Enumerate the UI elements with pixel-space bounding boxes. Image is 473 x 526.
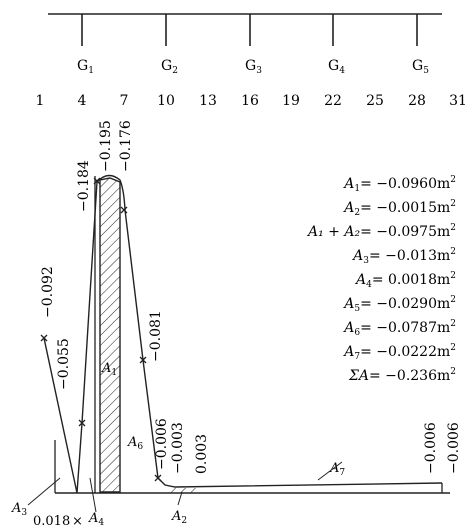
area-a1-hatch: [99, 177, 121, 493]
girder-label-g4: G4: [328, 58, 345, 76]
station-number: 13: [199, 93, 217, 109]
ordinate-value: −0.006: [154, 418, 170, 470]
result-a1-plus-a2: A₁ + A₂= −0.0975m2: [306, 223, 456, 240]
result-a3: A3= −0.013m2: [351, 247, 456, 266]
ordinate-value: −0.176: [118, 120, 134, 172]
girder-label-g5: G5: [412, 58, 429, 76]
station-number: 22: [324, 93, 342, 109]
ordinate-value: −0.006: [423, 422, 439, 474]
ordinate-value: −0.195: [98, 120, 114, 172]
area-results: A1= −0.0960m2 A2= −0.0015m2 A₁ + A₂= −0.…: [306, 175, 456, 384]
station-number: 1: [36, 93, 45, 109]
marker-cross: [93, 177, 101, 185]
area-label-a7: A7: [329, 461, 345, 478]
result-a4: A4= 0.0018m2: [354, 271, 456, 290]
marker-cross: [154, 474, 162, 482]
leader-a3: [27, 477, 61, 506]
ordinate-value: −0.092: [40, 266, 56, 318]
area-a2-hatch: [168, 488, 200, 493]
area-label-a4: A4: [88, 511, 104, 526]
leader-lines: [27, 461, 343, 513]
station-number: 25: [366, 93, 384, 109]
station-number: 7: [120, 93, 129, 109]
station-number: 28: [408, 93, 426, 109]
ordinate-value: 0.018: [33, 514, 70, 526]
girder-label-g3: G3: [245, 58, 262, 76]
area-label-a6: A6: [127, 435, 143, 452]
ordinate-value: −0.003: [170, 422, 186, 474]
area-label-a1: A1: [101, 361, 117, 378]
result-a7: A7= −0.0222m2: [342, 343, 456, 362]
result-a5: A5= −0.0290m2: [342, 295, 456, 314]
ordinate-value: 0.003: [194, 434, 210, 474]
ordinate-value: −0.081: [148, 310, 164, 362]
leader-a7: [317, 461, 343, 481]
station-number: 19: [282, 93, 300, 109]
marker-cross: [139, 356, 147, 364]
influence-curve: [43, 174, 443, 494]
ordinate-verticals: [54, 176, 443, 493]
area-label-a2: A2: [171, 509, 187, 526]
result-a1: A1= −0.0960m2: [342, 175, 456, 194]
girder-ticks: [81, 14, 418, 46]
result-a6: A6= −0.0787m2: [342, 319, 456, 338]
point-markers: [40, 177, 162, 482]
ordinate-value: −0.055: [56, 338, 72, 390]
leader-a4: [89, 477, 97, 513]
station-number: 31: [449, 93, 467, 109]
marker-cross: [78, 419, 86, 427]
girder-label-g2: G2: [161, 58, 178, 76]
station-number: 16: [241, 93, 259, 109]
girder-label-g1: G1: [77, 58, 94, 76]
ordinate-value: −0.184: [76, 160, 92, 212]
area-label-a3: A3: [11, 501, 27, 518]
marker-cross: [40, 334, 48, 342]
marker-cross: [120, 206, 128, 214]
ordinate-value: −0.006: [446, 422, 462, 474]
result-a2: A2= −0.0015m2: [342, 199, 456, 218]
result-sum: ΣA= −0.236m2: [348, 367, 456, 384]
marker-cross-bottom: ×: [72, 514, 83, 526]
leader-a2: [177, 491, 183, 506]
station-number: 10: [157, 93, 175, 109]
station-number: 4: [78, 93, 87, 109]
station-scale: 1 4 7 10 13 16 19 22 25 28 31: [36, 93, 467, 109]
